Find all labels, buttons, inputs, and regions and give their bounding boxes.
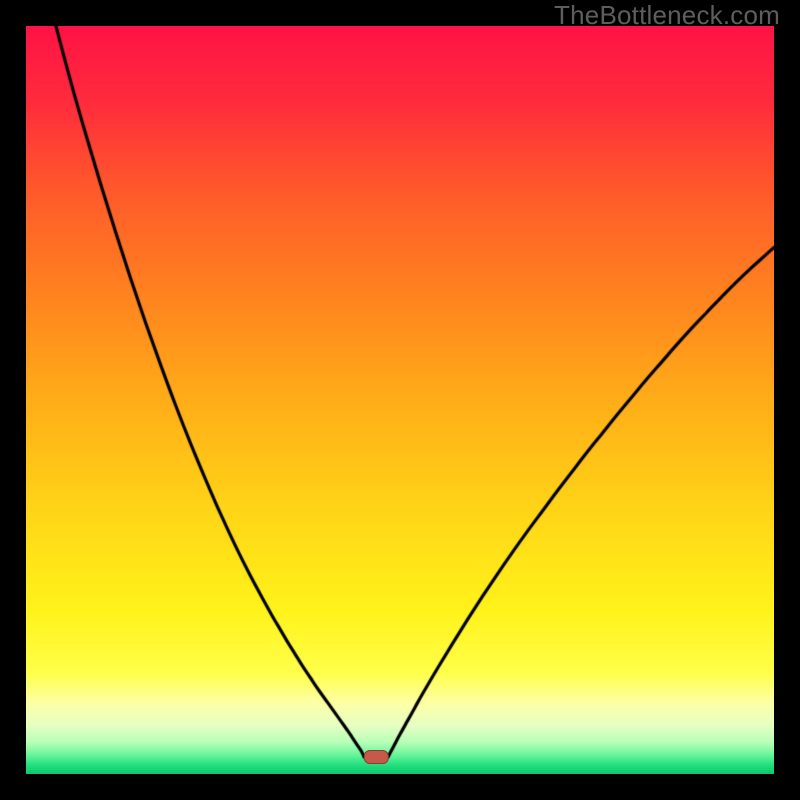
bottleneck-curve [26, 26, 774, 774]
plot-area [26, 26, 774, 774]
optimal-point-marker [364, 750, 388, 764]
chart-stage: TheBottleneck.com [0, 0, 800, 800]
watermark-text: TheBottleneck.com [554, 0, 780, 31]
